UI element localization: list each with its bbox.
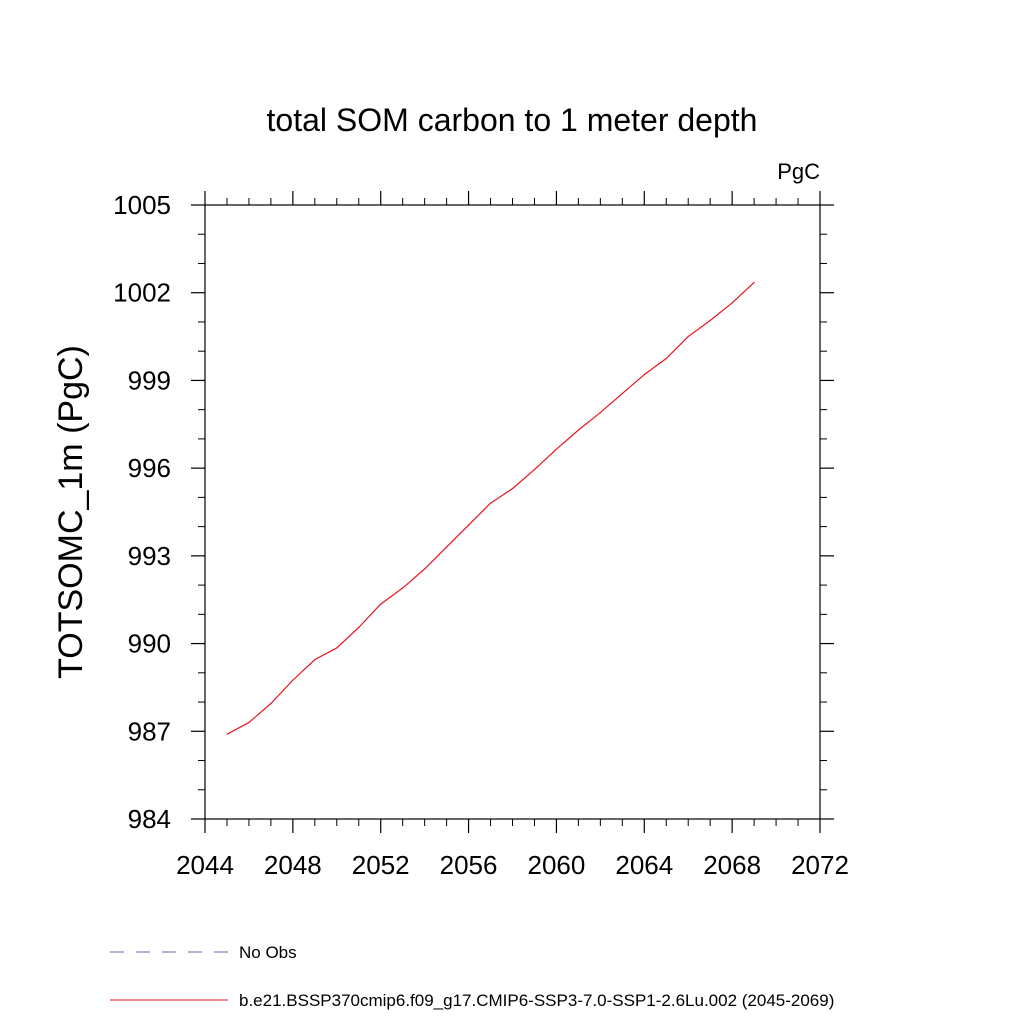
data-point	[358, 626, 360, 629]
plot-frame	[204, 204, 821, 820]
units-label: PgC	[777, 159, 820, 184]
x-tick-label: 2064	[615, 850, 673, 880]
data-point	[270, 702, 272, 705]
x-tick-label: 2044	[176, 850, 234, 880]
y-tick-label: 984	[128, 804, 171, 834]
data-point	[248, 721, 250, 724]
data-point	[467, 524, 470, 526]
y-tick-label: 987	[128, 716, 171, 746]
data-point	[621, 392, 623, 395]
data-point	[511, 488, 514, 490]
legend: No Obs b.e21.BSSP370cmip6.f09_g17.CMIP6-S…	[110, 943, 834, 1010]
tick-labels: 2044 2048 2052 2056 2060 2064 2068 2072 984 987 99…	[113, 190, 849, 880]
y-tick-label: 993	[128, 541, 171, 571]
y-axis-label: TOTSOMC_1m (PgC)	[52, 345, 90, 679]
data-point	[555, 448, 558, 450]
x-tick-label: 2052	[352, 850, 410, 880]
y-tick-label: 990	[128, 629, 171, 659]
axis-ticks	[191, 191, 834, 833]
data-point	[402, 587, 404, 589]
x-tick-label: 2048	[264, 850, 322, 880]
data-point	[489, 502, 492, 504]
data-point	[424, 568, 426, 570]
legend-label: No Obs	[239, 943, 297, 962]
data-point	[709, 319, 711, 322]
series-line	[226, 282, 755, 735]
y-tick-label: 1002	[113, 278, 171, 308]
data-point	[226, 733, 228, 735]
x-tick-label: 2068	[703, 850, 761, 880]
data-point	[687, 335, 689, 338]
data-point	[643, 373, 645, 376]
data-point	[665, 357, 667, 360]
data-point	[577, 429, 579, 431]
x-tick-label: 2056	[440, 850, 498, 880]
data-point	[314, 659, 316, 661]
y-tick-label: 999	[128, 365, 171, 395]
data-point	[380, 603, 382, 605]
series-group	[226, 281, 755, 735]
y-tick-label: 996	[128, 453, 171, 483]
x-tick-label: 2060	[528, 850, 586, 880]
data-point	[731, 302, 733, 304]
data-point	[753, 281, 755, 284]
data-point	[446, 546, 448, 548]
legend-label: b.e21.BSSP370cmip6.f09_g17.CMIP6-SSP3-7.…	[239, 991, 834, 1010]
chart-title: total SOM carbon to 1 meter depth	[267, 102, 758, 138]
data-point	[533, 469, 536, 471]
data-point	[336, 647, 338, 649]
x-tick-label: 2072	[791, 850, 849, 880]
data-point	[292, 679, 294, 681]
data-point	[599, 411, 601, 414]
y-tick-label: 1005	[113, 190, 171, 220]
